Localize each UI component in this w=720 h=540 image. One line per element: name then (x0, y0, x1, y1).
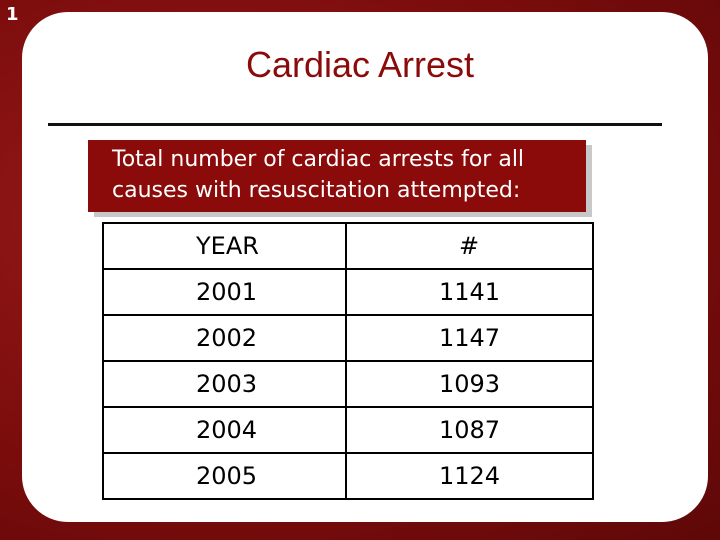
header-cell: # (345, 222, 594, 270)
table-row: 2001 1141 (102, 268, 594, 316)
count-cell: 1141 (345, 268, 594, 316)
count-cell: 1147 (345, 314, 594, 362)
year-cell: 2005 (102, 452, 347, 500)
slide-number: 1 (6, 4, 19, 25)
table-row: 2003 1093 (102, 360, 594, 408)
year-cell: 2002 (102, 314, 347, 362)
count-cell: 1087 (345, 406, 594, 454)
callout: Total number of cardiac arrests for all … (88, 140, 586, 212)
header-row: YEAR # (102, 222, 594, 270)
header-cell: YEAR (102, 222, 347, 270)
year-cell: 2003 (102, 360, 347, 408)
table-row: 2004 1087 (102, 406, 594, 454)
table-row: 2005 1124 (102, 452, 594, 500)
year-cell: 2004 (102, 406, 347, 454)
count-cell: 1093 (345, 360, 594, 408)
divider (48, 123, 662, 126)
data-table: YEAR # 2001 1141 2002 1147 2003 1093 2004 1087 2… (102, 222, 594, 500)
count-cell: 1124 (345, 452, 594, 500)
table-row: 2002 1147 (102, 314, 594, 362)
title: Cardiac Arrest (245, 44, 475, 85)
year-cell: 2001 (102, 268, 347, 316)
